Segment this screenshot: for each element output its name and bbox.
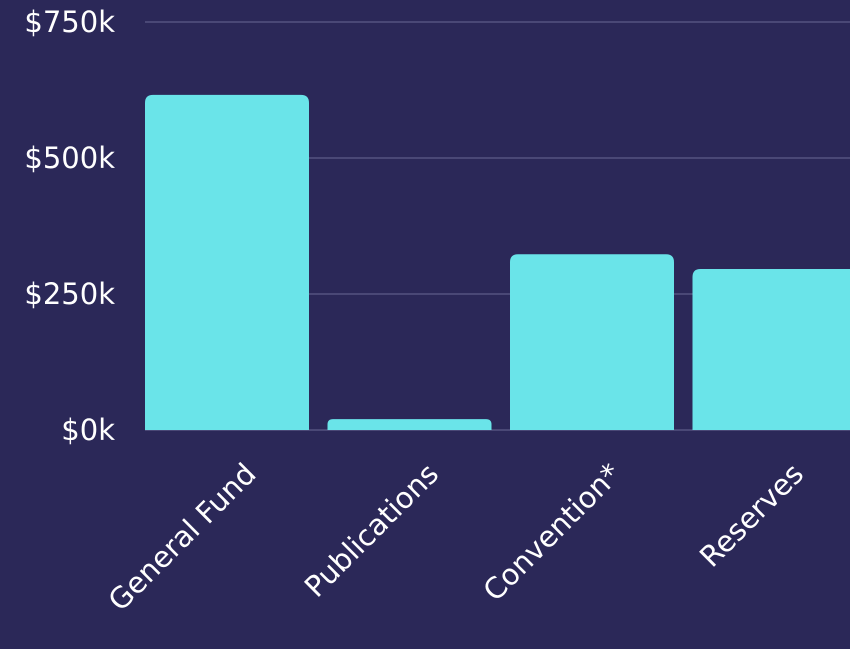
y-tick-label: $0k — [61, 413, 115, 447]
bar — [692, 268, 850, 430]
y-tick-label: $500k — [24, 141, 115, 175]
y-tick-label: $250k — [24, 277, 115, 311]
bar — [327, 419, 492, 430]
y-tick-label: $750k — [24, 5, 115, 39]
bar — [145, 94, 309, 431]
bar — [510, 254, 674, 430]
